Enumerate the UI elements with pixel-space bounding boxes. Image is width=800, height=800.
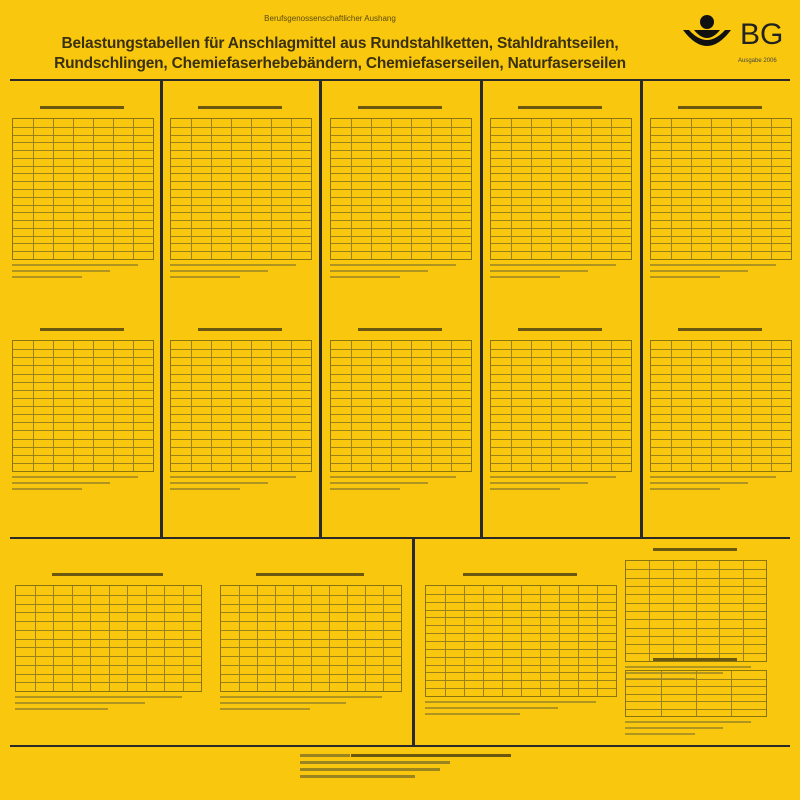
table-note: [330, 264, 456, 266]
table-note: [650, 476, 776, 478]
poster-subtitle: Berufsgenossenschaftlicher Aushang: [264, 14, 396, 23]
table-note: [12, 264, 138, 266]
load-table: [425, 585, 617, 697]
table-note: [650, 264, 776, 266]
table-title: [518, 106, 602, 109]
table-title: [653, 658, 737, 661]
table-note: [490, 488, 560, 490]
table-note: [490, 270, 588, 272]
table-note: [170, 264, 296, 266]
row-divider: [10, 537, 790, 539]
load-table: [490, 118, 632, 260]
table-note: [330, 476, 456, 478]
bg-logo-icon: [683, 15, 731, 46]
load-table: [625, 670, 767, 717]
table-note: [330, 270, 428, 272]
title-line-1: Belastungstabellen für Anschlagmittel au…: [61, 35, 619, 52]
table-note: [650, 276, 720, 278]
table-note: [625, 672, 723, 674]
table-note: [220, 696, 382, 698]
load-table: [650, 340, 792, 472]
table-note: [490, 476, 616, 478]
table-title: [52, 573, 163, 576]
table-note: [15, 696, 182, 698]
table-note: [12, 270, 110, 272]
logo-text: BG: [740, 18, 784, 51]
table-note: [170, 276, 240, 278]
table-note: [12, 488, 82, 490]
table-title: [358, 106, 442, 109]
bottom-divider: [10, 745, 790, 747]
load-table: [650, 118, 792, 260]
table-title: [653, 548, 737, 551]
table-title: [198, 328, 282, 331]
header-divider: [10, 79, 790, 81]
table-note: [625, 666, 751, 668]
table-note: [490, 264, 616, 266]
table-title: [40, 328, 124, 331]
table-note: [170, 482, 268, 484]
load-table: [12, 118, 154, 260]
table-note: [650, 488, 720, 490]
table-note: [170, 476, 296, 478]
table-note: [220, 702, 346, 704]
table-note: [490, 482, 588, 484]
load-table: [170, 118, 312, 260]
column-divider: [640, 80, 643, 538]
table-note: [330, 276, 400, 278]
column-divider: [319, 80, 322, 538]
table-title: [518, 328, 602, 331]
table-note: [425, 701, 596, 703]
table-title: [678, 106, 762, 109]
table-note: [170, 488, 240, 490]
table-title: [40, 106, 124, 109]
table-note: [330, 482, 428, 484]
load-table: [625, 560, 767, 662]
table-note: [12, 476, 138, 478]
table-note: [220, 708, 310, 710]
table-note: [425, 707, 558, 709]
load-table: [15, 585, 202, 692]
table-note: [490, 276, 560, 278]
load-table: [490, 340, 632, 472]
title-line-2: Rundschlingen, Chemiefaserhebebändern, C…: [54, 55, 626, 72]
table-title: [678, 328, 762, 331]
table-note: [625, 721, 751, 723]
table-title: [358, 328, 442, 331]
load-table: [170, 340, 312, 472]
column-divider: [412, 538, 415, 746]
table-note: [625, 727, 723, 729]
table-note: [15, 702, 145, 704]
footer-info: [300, 753, 512, 781]
column-divider: [160, 80, 163, 538]
table-note: [170, 270, 268, 272]
table-note: [15, 708, 108, 710]
table-note: [12, 276, 82, 278]
table-note: [425, 713, 520, 715]
table-title: [256, 573, 364, 576]
table-title: [463, 573, 577, 576]
column-divider: [480, 80, 483, 538]
edition-label: Ausgabe 2006: [738, 58, 777, 64]
table-title: [198, 106, 282, 109]
table-note: [625, 733, 695, 735]
load-table: [220, 585, 402, 692]
table-note: [12, 482, 110, 484]
table-note: [650, 482, 748, 484]
load-table: [330, 340, 472, 472]
poster-title: Belastungstabellen für Anschlagmittel au…: [20, 34, 660, 74]
load-table: [12, 340, 154, 472]
table-note: [650, 270, 748, 272]
load-table: [330, 118, 472, 260]
table-note: [330, 488, 400, 490]
